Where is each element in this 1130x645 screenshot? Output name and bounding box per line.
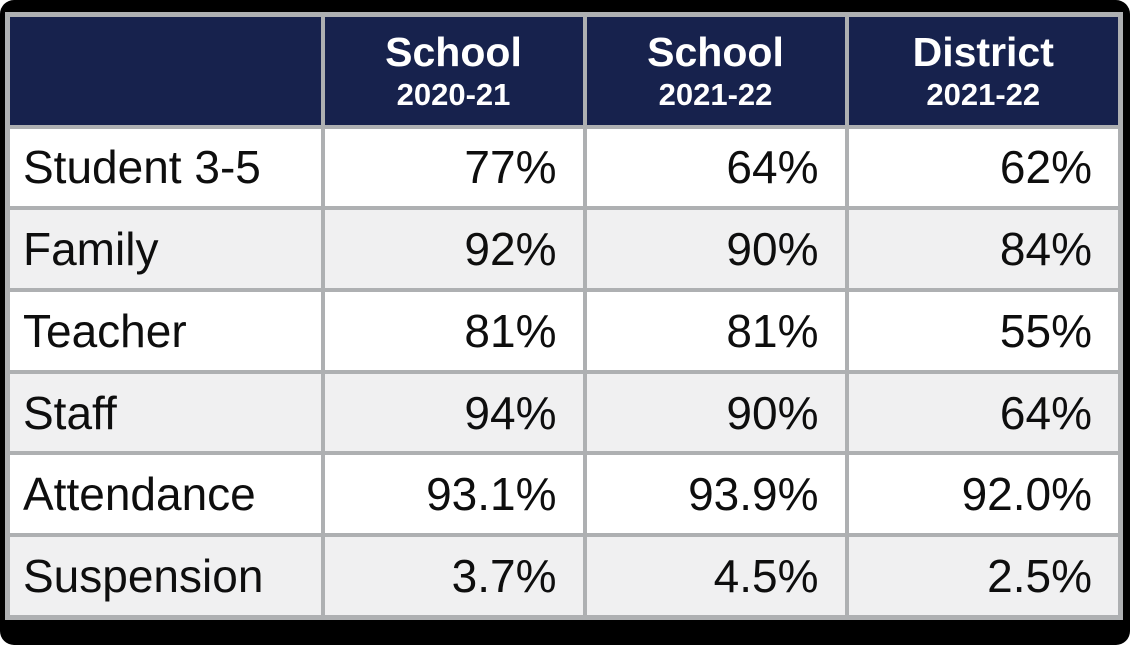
row-label: Teacher — [5, 287, 325, 374]
row-label: Staff — [5, 369, 325, 456]
row-value: 4.5% — [582, 533, 849, 620]
row-value: 81% — [582, 287, 849, 374]
table-header: School 2020-21 School 2021-22 District 2… — [5, 12, 1123, 129]
header-cell-empty — [5, 12, 325, 129]
row-value: 64% — [844, 369, 1123, 456]
row-value: 3.7% — [320, 533, 587, 620]
row-value: 64% — [582, 124, 849, 211]
row-label: Attendance — [5, 451, 325, 538]
row-value: 90% — [582, 369, 849, 456]
row-label: Family — [5, 206, 325, 292]
header-label: School — [647, 29, 784, 76]
header-cell-district-2021-22: District 2021-22 — [844, 12, 1123, 129]
table-row: Teacher 81% 81% 55% — [5, 287, 1123, 374]
table-row: Staff 94% 90% 64% — [5, 369, 1123, 456]
table-row: Attendance 93.1% 93.9% 92.0% — [5, 451, 1123, 538]
header-sublabel: 2021-22 — [926, 76, 1041, 112]
row-label: Suspension — [5, 533, 325, 620]
table-row: Student 3-5 77% 64% 62% — [5, 124, 1123, 211]
header-label: District — [912, 29, 1054, 76]
header-sublabel: 2021-22 — [658, 76, 773, 112]
header-label: School — [385, 29, 522, 76]
table-row: Family 92% 90% 84% — [5, 206, 1123, 292]
header-cell-school-2020-21: School 2020-21 — [320, 12, 587, 129]
header-row: School 2020-21 School 2021-22 District 2… — [5, 12, 1123, 129]
row-value: 92% — [320, 206, 587, 292]
row-value: 93.1% — [320, 451, 587, 538]
row-label: Student 3-5 — [5, 124, 325, 211]
row-value: 62% — [844, 124, 1123, 211]
header-cell-school-2021-22: School 2021-22 — [582, 12, 849, 129]
survey-data-table: School 2020-21 School 2021-22 District 2… — [5, 12, 1123, 620]
header-sublabel: 2020-21 — [396, 76, 511, 112]
row-value: 84% — [844, 206, 1123, 292]
table-row: Suspension 3.7% 4.5% 2.5% — [5, 533, 1123, 620]
row-value: 93.9% — [582, 451, 849, 538]
row-value: 2.5% — [844, 533, 1123, 620]
row-value: 94% — [320, 369, 587, 456]
row-value: 81% — [320, 287, 587, 374]
table-body: Student 3-5 77% 64% 62% Family 92% 90% 84% Teach… — [5, 124, 1123, 620]
row-value: 77% — [320, 124, 587, 211]
row-value: 90% — [582, 206, 849, 292]
row-value: 92.0% — [844, 451, 1123, 538]
row-value: 55% — [844, 287, 1123, 374]
